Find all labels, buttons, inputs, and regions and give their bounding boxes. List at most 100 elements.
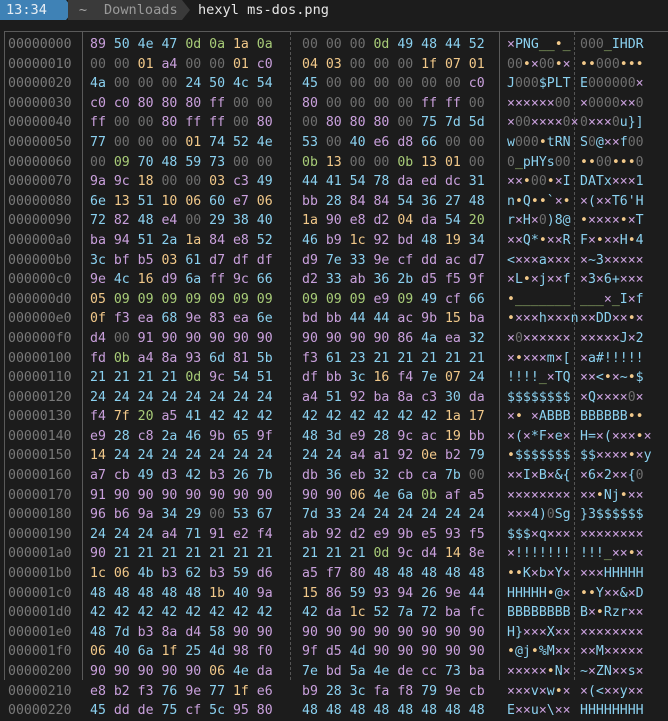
row-hex-right: 04 03 00 00 00 1f 07 01 [302,56,485,72]
row-ascii-right: $$××××•×y [580,448,652,464]
row-ascii-right: !!!_××•× [580,546,644,562]
row-offset: 00000150 [8,448,72,464]
ascii-column-divider [574,32,575,680]
hexdump-row: 00000080 6e 13 51 10 06 60 e7 06 bb 28 84 … [0,192,668,212]
row-hex-left: 0f f3 ea 68 9e 83 ea 6e [90,311,273,327]
row-ascii-right: H=×(×××•× [580,428,652,444]
row-offset: 00000190 [8,526,72,542]
prompt-command: hexyl ms-dos.png [198,2,329,18]
hexdump-row: 00000130 f4 7f 20 a5 41 42 42 42 42 42 42 … [0,407,668,427]
row-ascii-right: •××××•×T [580,213,644,229]
row-hex-right: 90 90 90 90 90 90 90 90 [302,624,485,640]
row-ascii-left: n•Q••`×• [507,193,571,209]
row-ascii-left: ××•00•×I [507,174,571,190]
row-ascii-left: $$$$$$$$ [507,389,571,405]
row-hex-left: 72 82 48 e4 00 29 38 40 [90,213,273,229]
offset-divider [82,32,83,680]
row-hex-left: 05 09 09 09 09 09 09 09 [90,291,273,307]
row-ascii-left: J000$PLT [507,76,571,92]
row-hex-right: 80 00 00 00 00 ff ff 00 [302,95,485,111]
row-hex-left: f4 7f 20 a5 41 42 42 42 [90,409,273,425]
row-ascii-right: ••Y××&×D [580,585,644,601]
row-offset: 000000f0 [8,330,72,346]
row-hex-right: bb 28 84 84 54 36 27 48 [302,193,485,209]
row-hex-right: 42 42 42 42 42 42 1a 17 [302,409,485,425]
row-hex-right: 48 3d e9 28 9c ac 19 bb [302,428,485,444]
row-hex-left: a7 cb 49 d3 42 b3 26 7b [90,468,273,484]
row-ascii-left: r×H×0)8@ [507,213,571,229]
hexdump-row: 00000000 89 50 4e 47 0d 0a 1a 0a 00 00 00 … [0,35,668,55]
row-offset: 000001a0 [8,546,72,562]
row-hex-right: f3 61 23 21 21 21 21 21 [302,350,485,366]
row-ascii-left: <×××a××× [507,252,571,268]
row-hex-left: 00 00 01 a4 00 00 01 c0 [90,56,273,72]
row-offset: 00000060 [8,154,72,170]
hexdump-row: 00000040 ff 00 00 80 ff ff 00 80 00 80 80 … [0,113,668,133]
row-ascii-left: E××u×\×× [507,703,571,719]
row-hex-right: 7e bd 5a 4e de cc 73 ba [302,664,485,679]
row-hex-left: 14 24 24 24 24 24 24 24 [90,448,273,464]
row-ascii-right: B×•Rzr×× [580,605,644,621]
row-ascii-left: •×××h×××n [507,311,579,327]
row-hex-left: fd 0b a4 8a 93 6d 81 5b [90,350,273,366]
row-ascii-left: HHHHH•@× [507,585,571,601]
row-ascii-left: ××××××00 [507,95,571,111]
row-ascii-left: ×•×××m×[ [507,350,571,366]
row-hex-left: 90 21 21 21 21 21 21 21 [90,546,273,562]
row-ascii-left: !!!!_×TQ [507,370,571,386]
row-ascii-right: ••000••• [580,56,644,72]
hexdump-row: 00000190 24 24 24 a4 71 91 e2 f4 ab 92 d2 … [0,525,668,545]
row-ascii-right: }3$$$$$$ [580,507,644,523]
row-hex-right: 90 90 06 4e 6a 0b af a5 [302,487,485,503]
row-hex-right: a4 51 92 ba 8a c3 30 da [302,389,485,405]
hexdump-row: 000000e0 0f f3 ea 68 9e 83 ea 6e bd bb 44 … [0,309,668,329]
row-offset: 00000090 [8,213,72,229]
row-ascii-left: H}×××X×× [507,624,571,640]
row-offset: 000000c0 [8,272,72,288]
row-ascii-left: ×0×××××× [507,330,571,346]
row-offset: 00000210 [8,683,72,699]
row-hex-right: 45 00 00 00 00 00 00 c0 [302,76,485,92]
row-hex-left: 00 09 70 48 59 73 00 00 [90,154,273,170]
row-ascii-right: S0@××f00 [580,134,644,150]
row-ascii-left: •@j•%M×× [507,644,571,660]
row-hex-right: db 36 eb 32 cb ca 7b 00 [302,468,485,484]
row-hex-right: b9 28 3c fa f8 79 9e cb [302,683,485,699]
row-offset: 000001d0 [8,605,72,621]
row-offset: 000000d0 [8,291,72,307]
row-hex-left: 48 48 48 48 48 1b 40 9a [90,585,273,601]
row-hex-left: 06 40 6a 1f 25 4d 98 f0 [90,644,273,660]
row-hex-right: 00 00 00 0d 49 48 44 52 [302,37,485,52]
row-ascii-left: w000•tRN [507,134,571,150]
hexdump-row: 000001b0 1c 06 4b b3 62 b3 59 d6 a5 f7 80 … [0,564,668,584]
row-hex-right: 44 41 54 78 da ed dc 31 [302,174,485,190]
row-hex-right: ab 92 d2 e9 9b e5 93 f5 [302,526,485,542]
row-ascii-right: ×××HHHHH [580,566,644,582]
hexdump-row: 00000160 a7 cb 49 d3 42 b3 26 7b db 36 eb … [0,466,668,486]
hexdump-row: 00000110 21 21 21 21 0d 9c 54 51 df bb 3c … [0,368,668,388]
row-ascii-right: BBBBBB•• [580,409,644,425]
row-hex-right: d2 33 ab 36 2b d5 f5 9f [302,272,485,288]
hexdump-row: 000000c0 9e 4c 16 d9 6a ff 9c 66 d2 33 ab … [0,270,668,290]
row-hex-right: 48 48 48 48 48 48 48 48 [302,703,485,719]
hexdump-row: 00000030 c0 c0 80 80 80 ff 00 00 80 00 00 … [0,94,668,114]
row-ascii-left: ××Q*•××R [507,232,571,248]
row-ascii-right: E000000× [580,76,644,92]
prompt-time: 13:34 [0,0,66,20]
row-ascii-left: ×L•×j××f [507,272,571,288]
row-hex-left: 91 90 90 90 90 90 90 90 [90,487,273,503]
row-hex-left: e8 b2 f3 76 9e 77 1f e6 [90,683,273,699]
row-offset: 000000b0 [8,252,72,268]
row-hex-left: 42 42 42 42 42 42 42 42 [90,605,273,621]
row-ascii-left: ××I×B×&{ [507,468,571,484]
row-ascii-right: ××DD××•× [580,311,644,327]
row-hex-right: 53 00 40 e6 d8 66 00 00 [302,134,485,150]
row-ascii-left: ••K×b×Y× [507,566,571,582]
hexdump-row: 00000180 96 b6 9a 34 29 00 53 67 7d 33 24 … [0,505,668,525]
row-ascii-right: ×Q××××0× [580,389,644,405]
hexdump-row: 00000070 9a 9c 18 00 00 03 c3 49 44 41 54 … [0,172,668,192]
row-offset: 00000220 [8,703,72,719]
row-hex-right: 90 90 90 90 86 4a ea 32 [302,330,485,346]
row-offset: 000001e0 [8,624,72,640]
row-ascii-right: HHHHHHHH [580,703,644,719]
